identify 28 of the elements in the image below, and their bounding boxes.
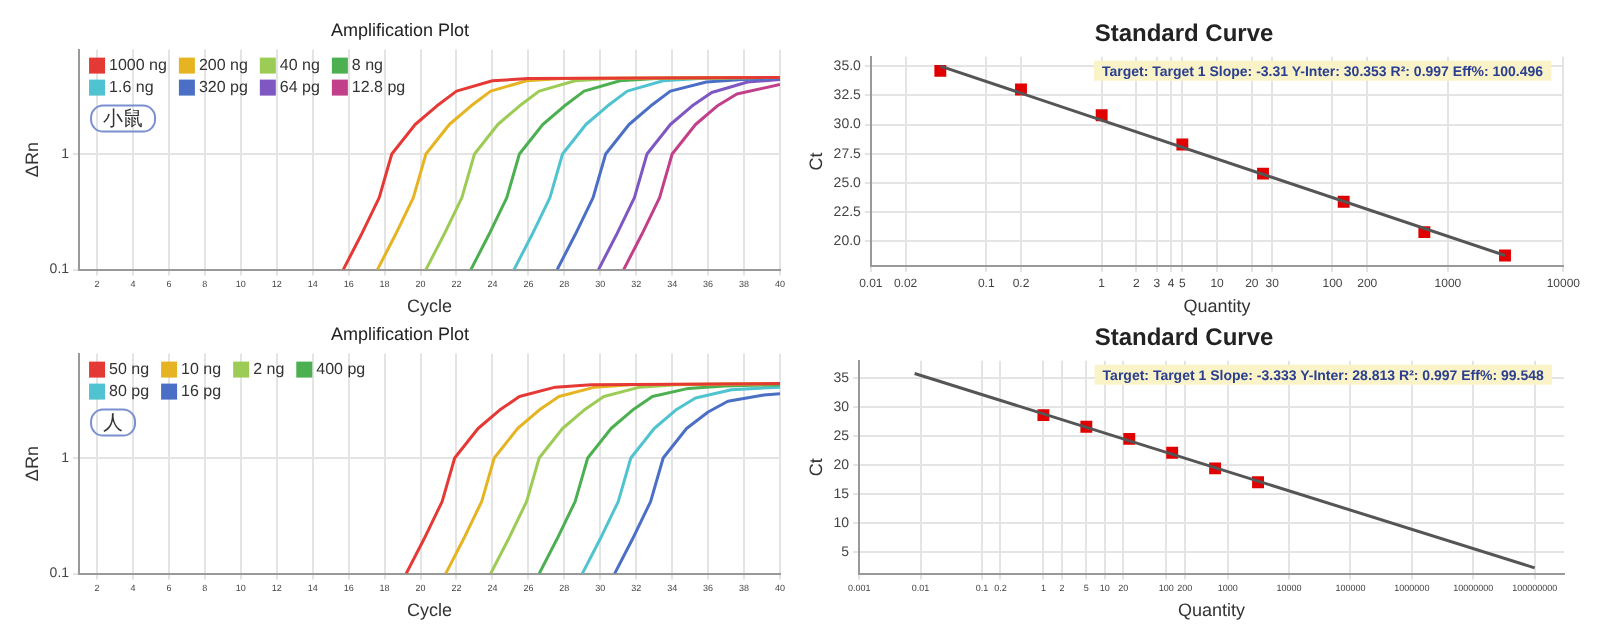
legend-label: 320 pg <box>198 78 248 97</box>
chart-title: Standard Curve <box>1094 19 1274 48</box>
legend-label: 1.6 ng <box>109 78 154 97</box>
legend-label: 64 pg <box>279 78 320 97</box>
legend-label: 1000 ng <box>109 56 167 75</box>
x-axis-title: Quantity <box>1183 296 1252 317</box>
legend-label: 80 pg <box>109 382 150 401</box>
chart-title: Amplification Plot <box>330 19 471 40</box>
legend-label: 2 ng <box>253 360 285 379</box>
x-axis-title: Cycle <box>407 600 453 621</box>
legend-label: 8 ng <box>351 56 384 75</box>
annotation: 小鼠 <box>103 106 144 131</box>
legend-label: 16 pg <box>181 382 222 401</box>
chart-title: Amplification Plot <box>330 323 471 344</box>
y-axis-title: Ct <box>805 151 826 171</box>
legend-label: 400 pg <box>316 360 366 379</box>
legend-label: 40 ng <box>279 56 320 75</box>
legend-label: 50 ng <box>109 360 150 379</box>
y-axis-title: ΔRn <box>21 142 42 178</box>
y-axis-title: Ct <box>805 457 826 477</box>
chart-title: Standard Curve <box>1094 323 1274 352</box>
legend-label: 10 ng <box>181 360 222 379</box>
annotation: 人 <box>103 412 124 435</box>
legend-label: 12.8 pg <box>351 78 406 97</box>
x-axis-title: Cycle <box>407 296 453 317</box>
legend-label: 200 ng <box>198 56 248 75</box>
x-axis-title: Quantity <box>1178 600 1247 621</box>
y-axis-title: ΔRn <box>21 446 42 482</box>
